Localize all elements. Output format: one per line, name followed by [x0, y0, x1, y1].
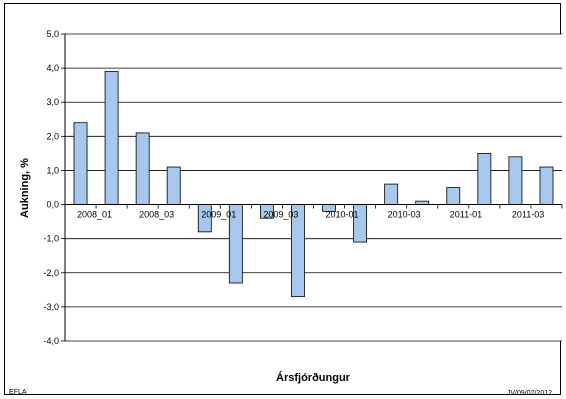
axes [64, 34, 563, 341]
x-tick-label: 2010-03 [388, 210, 421, 220]
bar [446, 187, 461, 205]
y-tick-label: 3,0 [46, 97, 59, 107]
bars [73, 71, 554, 298]
y-tick-label: 1,0 [46, 165, 59, 175]
y-tick-label: 4,0 [46, 63, 59, 73]
y-axis-title: Aukning, % [19, 158, 31, 218]
y-tick-label: -1,0 [43, 234, 59, 244]
x-tick-label: 2011-03 [512, 210, 544, 220]
x-tick-label: 2010-01 [326, 210, 359, 220]
y-tick-labels: 5,0 4,0 3,0 2,0 1,0 0,0 -1,0 -2,0 -3,0 -4,0 [43, 29, 59, 346]
bar [73, 122, 88, 205]
bar [415, 200, 430, 205]
x-tick-label: 2008_03 [139, 210, 174, 220]
bar [166, 166, 181, 205]
footer-left-note: EFLA [9, 389, 27, 396]
bar [384, 183, 399, 205]
y-tick-label: -2,0 [43, 268, 59, 278]
footer-right-note: JV/09/02/2012 [507, 390, 552, 397]
bar [539, 166, 554, 205]
y-tick-label: 0,0 [46, 200, 59, 210]
bar [508, 156, 523, 205]
y-tick-label: 5,0 [46, 29, 59, 39]
x-tick-label: 2011-01 [450, 210, 482, 220]
y-tick-label: -3,0 [43, 302, 59, 312]
bar [135, 132, 150, 205]
x-tick-label: 2008_01 [77, 210, 112, 220]
x-tick-label: 2009_03 [263, 210, 298, 220]
bar [477, 152, 492, 205]
x-tick-label: 2009_01 [201, 210, 236, 220]
y-tick-label: -4,0 [43, 336, 59, 346]
y-tick-label: 2,0 [46, 131, 59, 141]
x-axis-title: Ársfjórðungur [276, 371, 351, 384]
bar [104, 71, 119, 205]
x-tick-labels: 2008_01 2008_03 2009_01 2009_03 2010-01 2010-… [77, 210, 544, 220]
